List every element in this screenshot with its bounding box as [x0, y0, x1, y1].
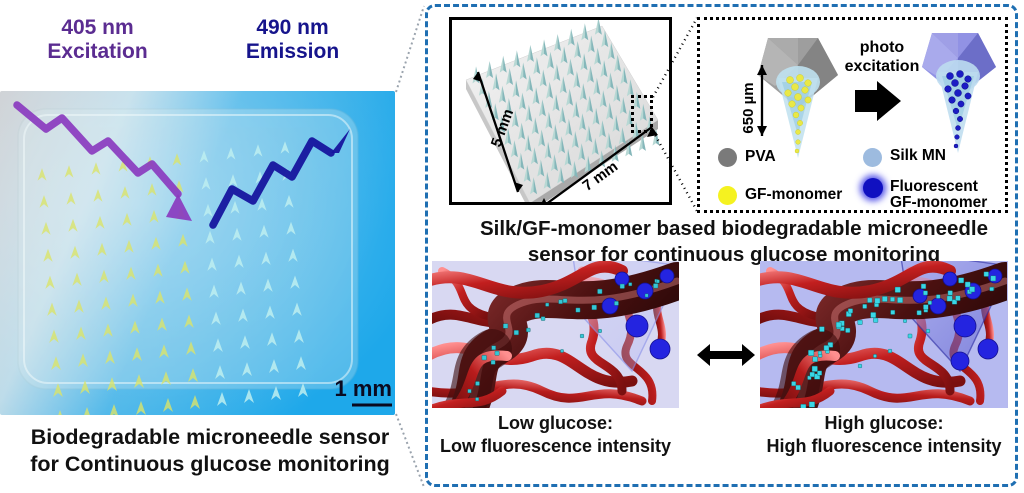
svg-text:650 µm: 650 µm [740, 82, 757, 133]
svg-text:excitation: excitation [845, 58, 920, 75]
svg-text:photo: photo [860, 39, 905, 56]
